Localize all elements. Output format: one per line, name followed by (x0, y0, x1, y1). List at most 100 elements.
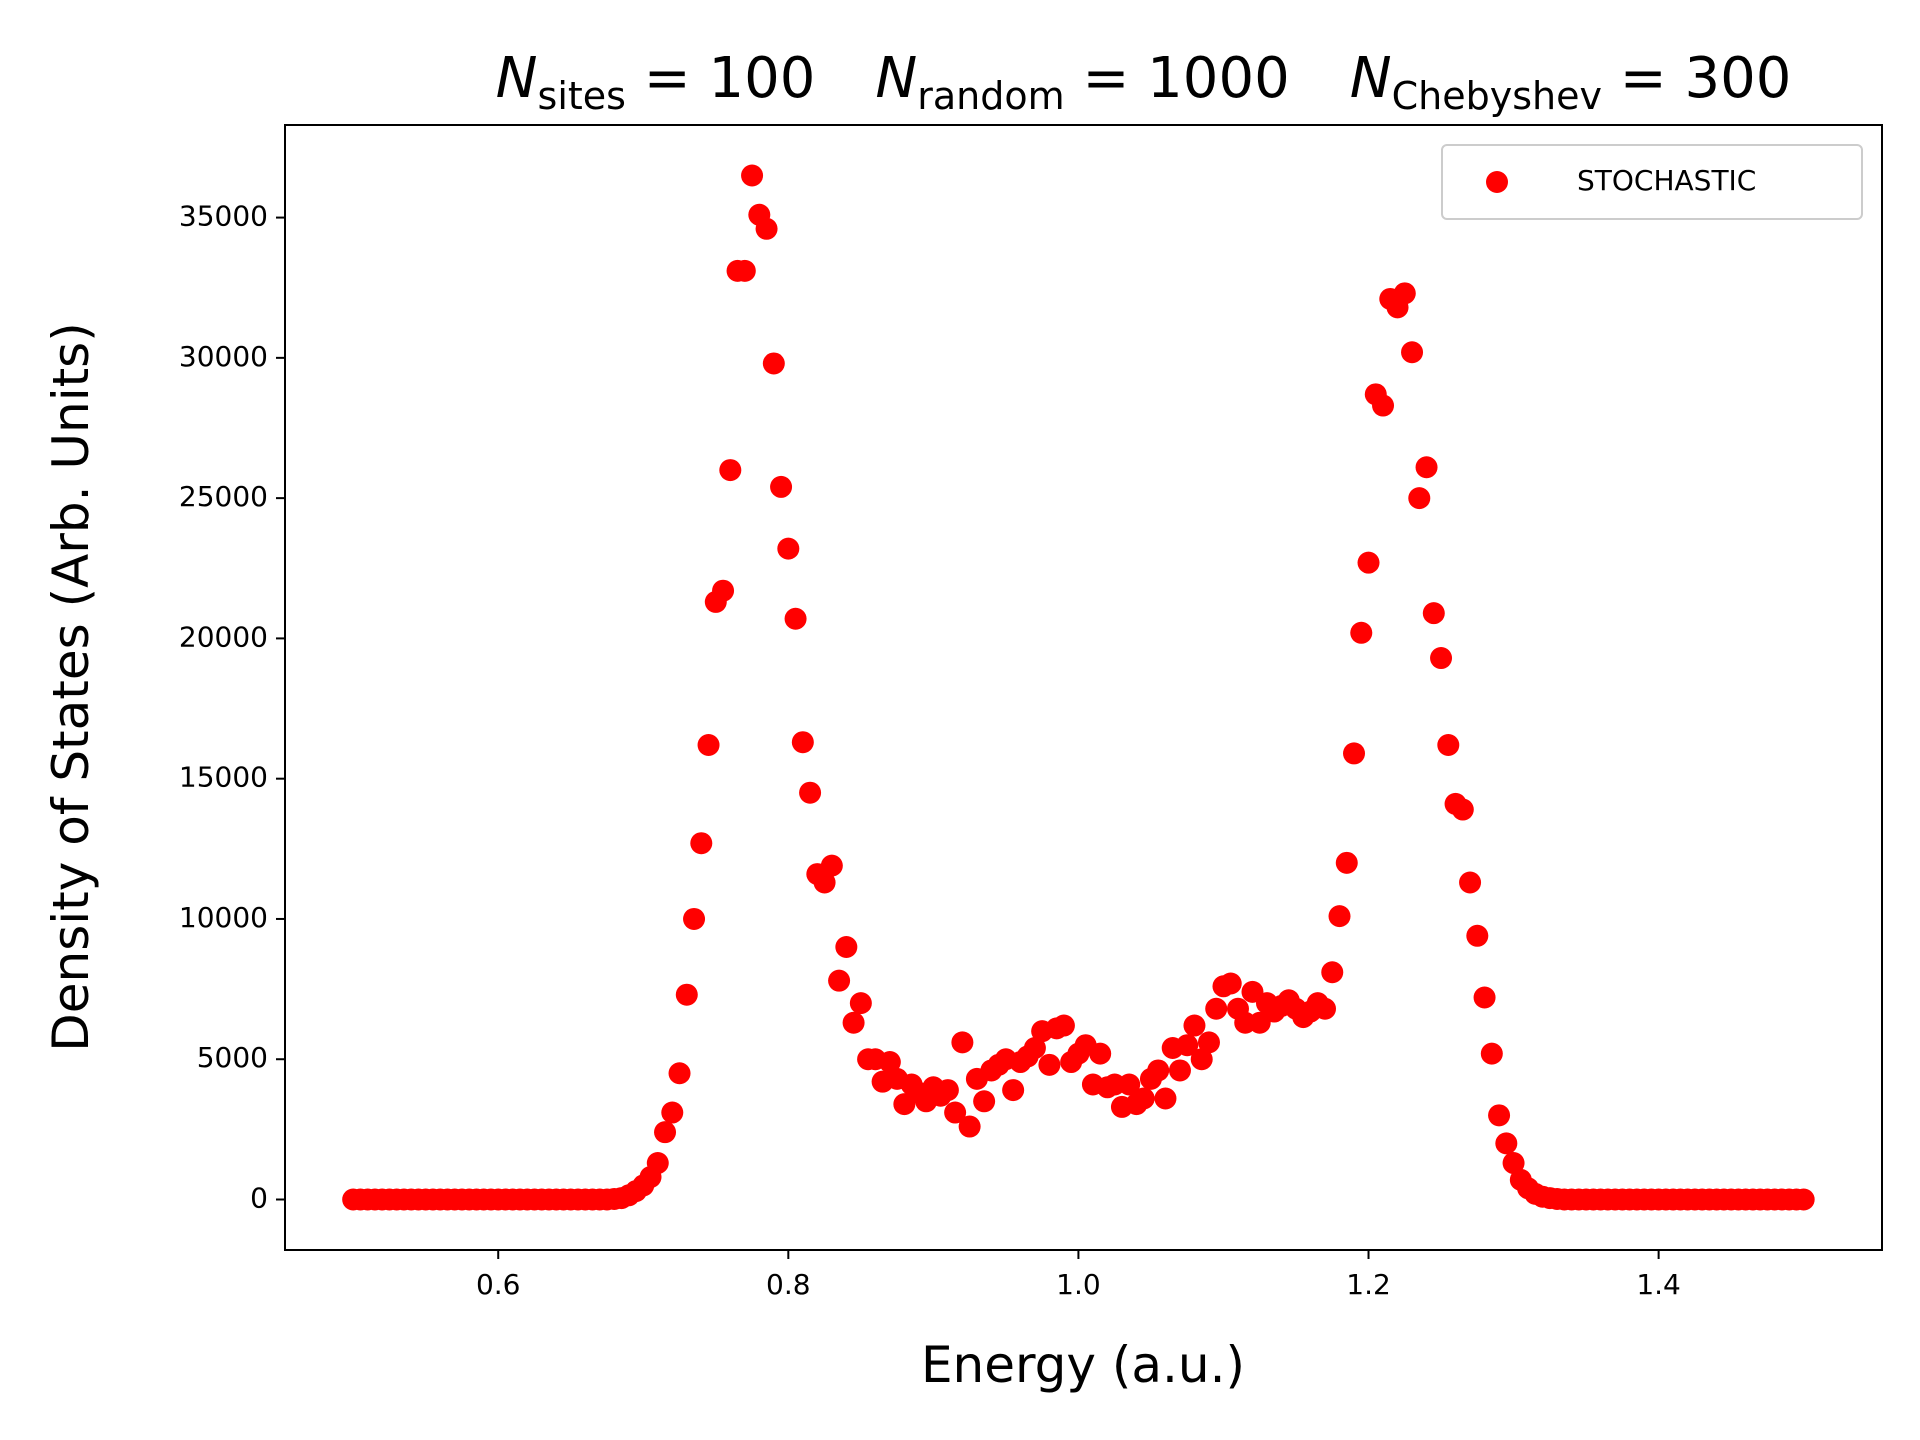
data-point (690, 832, 713, 855)
data-point (697, 734, 720, 757)
data-point (762, 352, 785, 375)
data-point (1038, 1053, 1061, 1076)
data-point (1437, 734, 1460, 757)
data-point (849, 992, 872, 1015)
y-tick-label: 35000 (179, 200, 268, 233)
chart-title: Nsites = 100 Nrandom = 1000 NChebyshev = 3… (496, 46, 1792, 118)
data-point (1372, 394, 1395, 417)
data-point (712, 579, 735, 602)
data-point (835, 936, 858, 959)
data-point (1792, 1188, 1815, 1211)
data-point (1328, 905, 1351, 928)
title-symbol: N (1350, 46, 1392, 111)
data-point (1343, 742, 1366, 765)
data-point (654, 1121, 677, 1144)
data-point (1502, 1152, 1525, 1175)
title-subscript: Chebyshev (1392, 74, 1602, 118)
data-point (973, 1090, 996, 1113)
data-point (791, 731, 814, 754)
y-axis-title: Density of States (Arb. Units) (42, 322, 100, 1052)
title-symbol: N (875, 46, 917, 111)
data-point (1430, 647, 1453, 670)
data-point (1023, 1037, 1046, 1060)
data-point (661, 1101, 684, 1124)
y-tick-label: 5000 (197, 1041, 268, 1074)
data-point (1473, 986, 1496, 1009)
data-point (1321, 961, 1344, 984)
y-tick-label: 0 (250, 1182, 268, 1215)
data-point (1357, 551, 1380, 574)
title-value: = 100 (626, 46, 815, 111)
data-point (1176, 1034, 1199, 1057)
data-point (936, 1079, 959, 1102)
legend-label: STOCHASTIC (1577, 164, 1756, 197)
data-point (1350, 621, 1373, 644)
data-point (1147, 1059, 1170, 1082)
data-point (1168, 1059, 1191, 1082)
data-point (719, 459, 742, 482)
data-point (646, 1152, 669, 1175)
title-subscript: sites (538, 74, 626, 118)
data-point (828, 969, 851, 992)
axes-frame (284, 124, 1883, 1251)
data-point (813, 871, 836, 894)
y-tick-label: 10000 (179, 901, 268, 934)
data-point (755, 217, 778, 240)
data-point (1132, 1087, 1155, 1110)
data-point (1415, 456, 1438, 479)
data-point (1314, 997, 1337, 1020)
data-point (1002, 1079, 1025, 1102)
data-point (683, 907, 706, 930)
data-point (675, 983, 698, 1006)
data-point (733, 259, 756, 282)
title-subscript: random (917, 74, 1064, 118)
data-point (1451, 798, 1474, 821)
data-point (741, 164, 764, 187)
data-point (799, 781, 822, 804)
data-point (1205, 997, 1228, 1020)
title-value: = 1000 (1065, 46, 1290, 111)
data-point (1190, 1048, 1213, 1071)
y-tick-label: 15000 (179, 761, 268, 794)
data-point (1052, 1014, 1075, 1037)
data-point (1480, 1042, 1503, 1065)
x-tick-label: 1.4 (1636, 1268, 1681, 1301)
title-value: = 300 (1602, 46, 1791, 111)
y-tick-label: 30000 (179, 340, 268, 373)
title-symbol: N (496, 46, 538, 111)
data-point (1089, 1042, 1112, 1065)
data-point (784, 607, 807, 630)
data-point (1154, 1087, 1177, 1110)
x-tick-label: 1.0 (1056, 1268, 1101, 1301)
data-point (1466, 924, 1489, 947)
y-tick-label: 20000 (179, 620, 268, 653)
data-point (770, 475, 793, 498)
data-point (777, 537, 800, 560)
data-point (1118, 1073, 1141, 1096)
legend-box (1441, 144, 1863, 220)
x-tick-label: 0.8 (766, 1268, 811, 1301)
x-tick-label: 0.6 (476, 1268, 521, 1301)
data-point (1401, 341, 1424, 364)
data-point (1335, 851, 1358, 874)
data-point (842, 1011, 865, 1034)
data-point (944, 1101, 967, 1124)
data-point (1488, 1104, 1511, 1127)
data-point (1408, 487, 1431, 510)
data-point (1197, 1031, 1220, 1054)
data-point (820, 854, 843, 877)
data-point (1393, 282, 1416, 305)
legend-marker (1486, 171, 1508, 193)
data-point (1459, 871, 1482, 894)
data-point (668, 1062, 691, 1085)
data-point (1183, 1014, 1206, 1037)
data-point (1219, 972, 1242, 995)
x-tick-label: 1.2 (1346, 1268, 1391, 1301)
data-point (958, 1115, 981, 1138)
y-tick-label: 25000 (179, 480, 268, 513)
data-point (1495, 1132, 1518, 1155)
data-point (878, 1051, 901, 1074)
plot-area (342, 164, 1815, 1211)
